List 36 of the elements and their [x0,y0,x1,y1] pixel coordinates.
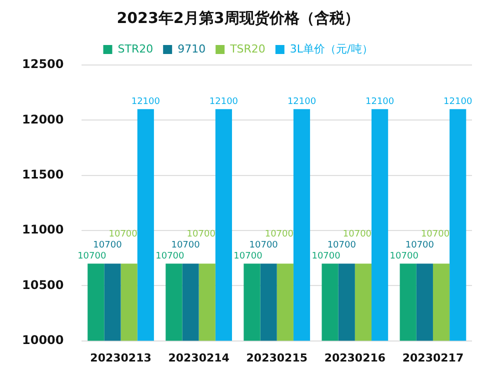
data-label: 10700 [390,251,419,262]
chart-title: 2023年2月第3周现货价格（含税） [116,8,360,27]
data-label: 12100 [365,96,394,107]
data-label: 10700 [420,229,450,240]
data-label: 10700 [93,240,122,250]
data-label: 12100 [131,96,160,107]
data-label: 10700 [186,229,216,240]
data-label: 12100 [444,96,472,107]
x-tick-label: 20230213 [90,351,152,364]
data-label: 10700 [156,251,185,262]
y-tick-label: 10500 [22,278,64,292]
data-label: 10700 [342,229,372,240]
legend-label: 9710 [178,42,206,56]
y-tick-label: 10000 [22,332,64,347]
y-tick-label: 11000 [22,222,64,237]
x-tick-label: 20230215 [246,351,308,364]
data-label: 10700 [327,240,356,250]
y-tick-label: 12500 [22,57,64,72]
data-label: 12100 [287,96,316,107]
data-label: 10700 [405,240,434,250]
data-label: 10700 [234,251,263,262]
legend-label: TSR20 [229,42,266,56]
x-tick-label: 20230216 [324,351,386,364]
y-tick-label: 12000 [22,112,64,126]
data-label: 12100 [209,96,238,107]
data-label: 10700 [78,251,106,262]
data-label: 10700 [249,240,278,250]
data-label: 10700 [171,240,200,250]
y-tick-label: 11500 [22,167,64,182]
data-label: 10700 [264,229,294,240]
data-label: 10700 [312,251,341,262]
x-tick-label: 20230214 [168,351,230,364]
data-label: 10700 [108,229,138,240]
legend-label: 3L单价（元/吨） [290,42,373,56]
legend-label: STR20 [118,42,154,56]
x-tick-label: 20230217 [402,351,464,364]
